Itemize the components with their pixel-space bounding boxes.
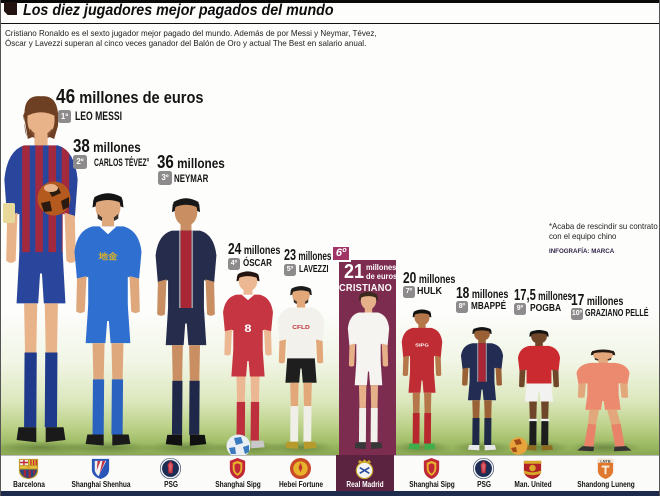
svg-text:CFLD: CFLD [292,324,310,330]
svg-text:8: 8 [244,322,251,335]
svg-text:LNTB: LNTB [600,459,610,463]
svg-text:地金: 地金 [99,251,119,262]
svg-text:SIPG: SIPG [415,343,429,348]
